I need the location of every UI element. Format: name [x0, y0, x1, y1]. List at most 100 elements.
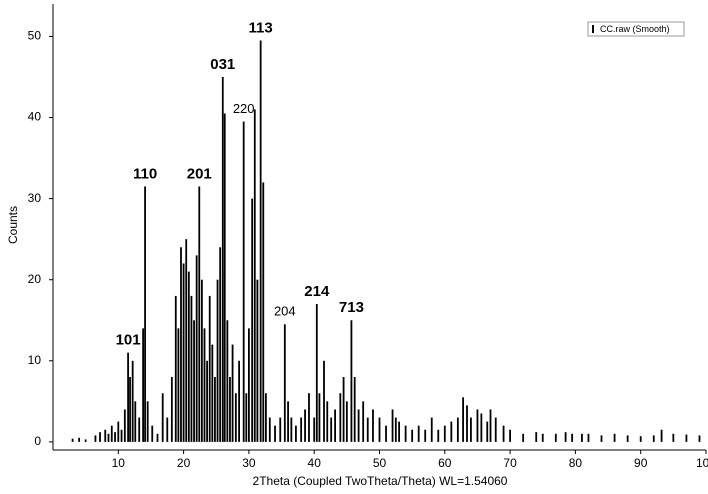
peak — [216, 279, 219, 442]
x-tick-label: 70 — [503, 456, 517, 470]
y-tick-label: 50 — [28, 29, 42, 43]
peak — [345, 401, 348, 442]
peak — [362, 401, 365, 442]
peak — [443, 425, 446, 442]
peak — [315, 304, 318, 442]
peak — [672, 433, 675, 442]
peak — [318, 393, 321, 442]
peak — [290, 417, 293, 442]
legend-label: CC.raw (Smooth) — [600, 24, 670, 34]
peak — [248, 328, 250, 442]
peak — [372, 409, 374, 442]
peak — [554, 433, 557, 442]
peak — [323, 360, 325, 442]
peak — [522, 433, 525, 442]
peak — [104, 429, 107, 442]
peak-label: 101 — [116, 332, 141, 349]
peak — [117, 421, 120, 442]
legend-swatch — [592, 25, 594, 33]
peak — [417, 425, 420, 442]
peak — [129, 377, 131, 442]
peak — [256, 279, 259, 442]
peak — [334, 409, 336, 442]
peak — [144, 186, 146, 442]
peak — [502, 425, 505, 442]
peak — [342, 377, 345, 442]
peak — [107, 433, 110, 442]
peak — [208, 295, 211, 442]
peak — [203, 328, 206, 442]
x-tick-label: 90 — [634, 456, 648, 470]
peak — [234, 393, 237, 442]
peak — [639, 436, 642, 442]
peak — [214, 377, 216, 442]
peak — [326, 401, 329, 442]
peak — [219, 247, 222, 442]
peak — [366, 417, 369, 442]
peak — [131, 360, 134, 442]
peak — [251, 198, 254, 442]
peak — [295, 425, 297, 442]
x-axis-label: 2Theta (Coupled TwoTheta/Theta) WL=1.540… — [253, 474, 508, 488]
peak-label: 220 — [233, 101, 255, 116]
x-tick-label: 100 — [696, 456, 708, 470]
peak — [489, 409, 492, 442]
peak — [456, 417, 459, 442]
peak — [698, 435, 701, 442]
peak — [450, 421, 453, 442]
peak — [161, 393, 164, 442]
peak — [185, 239, 188, 442]
peak — [78, 437, 81, 442]
peak — [127, 352, 129, 442]
peak-label: 204 — [274, 304, 296, 319]
peak — [259, 40, 262, 442]
peak-label: 201 — [187, 165, 212, 182]
peak — [94, 435, 97, 442]
peak — [350, 320, 353, 442]
x-tick-label: 10 — [112, 456, 126, 470]
peak — [110, 425, 113, 442]
peak — [462, 397, 464, 442]
x-tick-label: 80 — [569, 456, 583, 470]
peak — [600, 435, 603, 442]
peak — [211, 344, 214, 442]
peak — [170, 377, 173, 442]
peak — [231, 344, 234, 442]
peak — [581, 433, 583, 442]
peak — [398, 421, 400, 442]
peak-label: 031 — [210, 56, 235, 73]
x-tick-label: 60 — [438, 456, 452, 470]
peak — [313, 417, 316, 442]
peak — [71, 438, 74, 442]
peak — [385, 425, 387, 442]
peak — [174, 295, 177, 442]
peak — [226, 320, 229, 442]
peak — [187, 271, 190, 442]
peak — [571, 433, 574, 442]
y-tick-label: 10 — [28, 353, 42, 367]
peak — [274, 425, 276, 442]
peak — [626, 435, 629, 442]
peak — [114, 432, 116, 442]
peak — [182, 263, 185, 442]
peak — [587, 433, 590, 442]
peak — [476, 409, 479, 442]
peak — [541, 433, 544, 442]
peak — [238, 360, 241, 442]
peak — [391, 409, 394, 442]
peak — [279, 417, 282, 442]
peak — [99, 432, 101, 442]
peak — [221, 76, 224, 442]
peak — [253, 109, 256, 442]
y-axis-label: Counts — [6, 206, 20, 244]
legend-box — [587, 21, 685, 37]
peak — [339, 393, 342, 442]
peak — [138, 417, 141, 442]
peak — [264, 393, 267, 442]
y-tick-label: 20 — [28, 272, 42, 286]
peak — [283, 324, 286, 442]
peak — [200, 279, 203, 442]
x-tick-label: 40 — [308, 456, 322, 470]
peak — [404, 425, 407, 442]
peak — [151, 425, 154, 442]
